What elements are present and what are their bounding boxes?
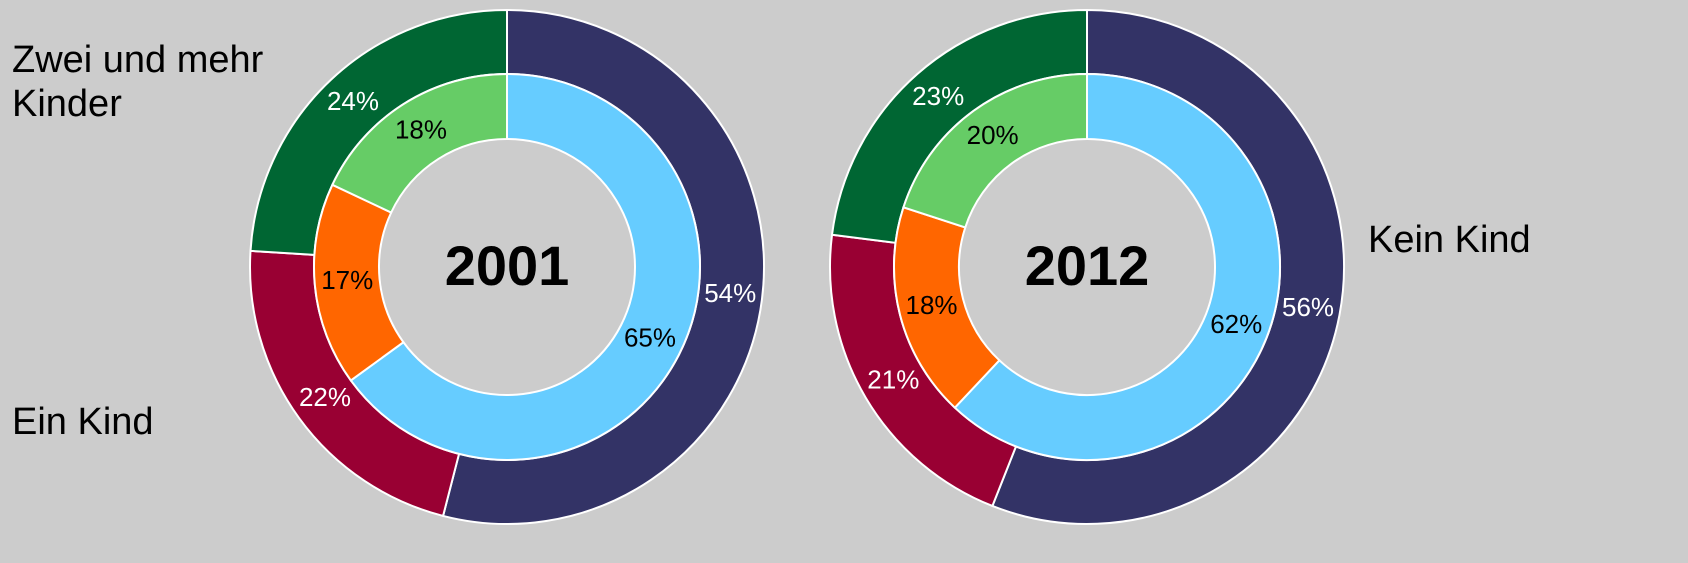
donut-segment — [331, 72, 508, 214]
donut-segment — [902, 72, 1088, 229]
data-label: 23% — [912, 81, 964, 111]
data-label: 62% — [1210, 309, 1262, 339]
data-label: 18% — [395, 114, 447, 144]
data-label: 56% — [1282, 292, 1334, 322]
legend-label: Ein Kind — [12, 401, 154, 443]
donut-segment — [349, 72, 701, 461]
data-label: 65% — [624, 323, 676, 353]
data-label: 17% — [321, 265, 373, 295]
legend-label: Zwei und mehr Kinder — [12, 39, 264, 125]
data-label: 20% — [967, 120, 1019, 150]
data-label: 22% — [299, 382, 351, 412]
donut-segment — [953, 72, 1281, 461]
data-label: 18% — [906, 290, 958, 320]
data-label: 21% — [867, 364, 919, 394]
legend-label: Kein Kind — [1368, 219, 1531, 261]
data-label: 24% — [327, 86, 379, 116]
chart-title: 2012 — [1025, 234, 1150, 297]
chart-title: 2001 — [445, 234, 570, 297]
data-label: 54% — [704, 278, 756, 308]
